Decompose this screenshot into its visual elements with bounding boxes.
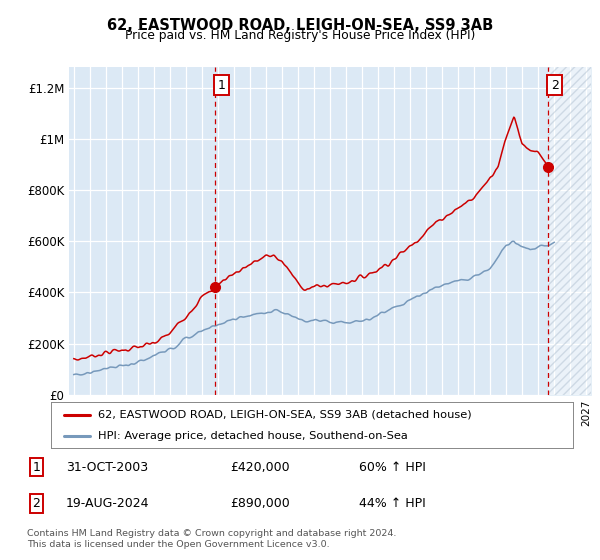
Text: 2: 2 bbox=[551, 79, 559, 92]
Text: Contains HM Land Registry data © Crown copyright and database right 2024.: Contains HM Land Registry data © Crown c… bbox=[27, 529, 397, 538]
Bar bbox=[548, 67, 591, 395]
Text: 60% ↑ HPI: 60% ↑ HPI bbox=[359, 461, 425, 474]
Text: 62, EASTWOOD ROAD, LEIGH-ON-SEA, SS9 3AB (detached house): 62, EASTWOOD ROAD, LEIGH-ON-SEA, SS9 3AB… bbox=[98, 409, 472, 419]
Text: 62, EASTWOOD ROAD, LEIGH-ON-SEA, SS9 3AB: 62, EASTWOOD ROAD, LEIGH-ON-SEA, SS9 3AB bbox=[107, 18, 493, 33]
Text: £420,000: £420,000 bbox=[230, 461, 290, 474]
Text: £890,000: £890,000 bbox=[230, 497, 290, 510]
Text: HPI: Average price, detached house, Southend-on-Sea: HPI: Average price, detached house, Sout… bbox=[98, 431, 408, 441]
Text: 2: 2 bbox=[32, 497, 40, 510]
Text: 31-OCT-2003: 31-OCT-2003 bbox=[66, 461, 148, 474]
Text: 44% ↑ HPI: 44% ↑ HPI bbox=[359, 497, 425, 510]
Text: Price paid vs. HM Land Registry's House Price Index (HPI): Price paid vs. HM Land Registry's House … bbox=[125, 29, 475, 42]
Text: This data is licensed under the Open Government Licence v3.0.: This data is licensed under the Open Gov… bbox=[27, 540, 329, 549]
Text: 19-AUG-2024: 19-AUG-2024 bbox=[66, 497, 149, 510]
Bar bbox=[548, 67, 591, 395]
Text: 1: 1 bbox=[32, 461, 40, 474]
Text: 1: 1 bbox=[218, 79, 226, 92]
